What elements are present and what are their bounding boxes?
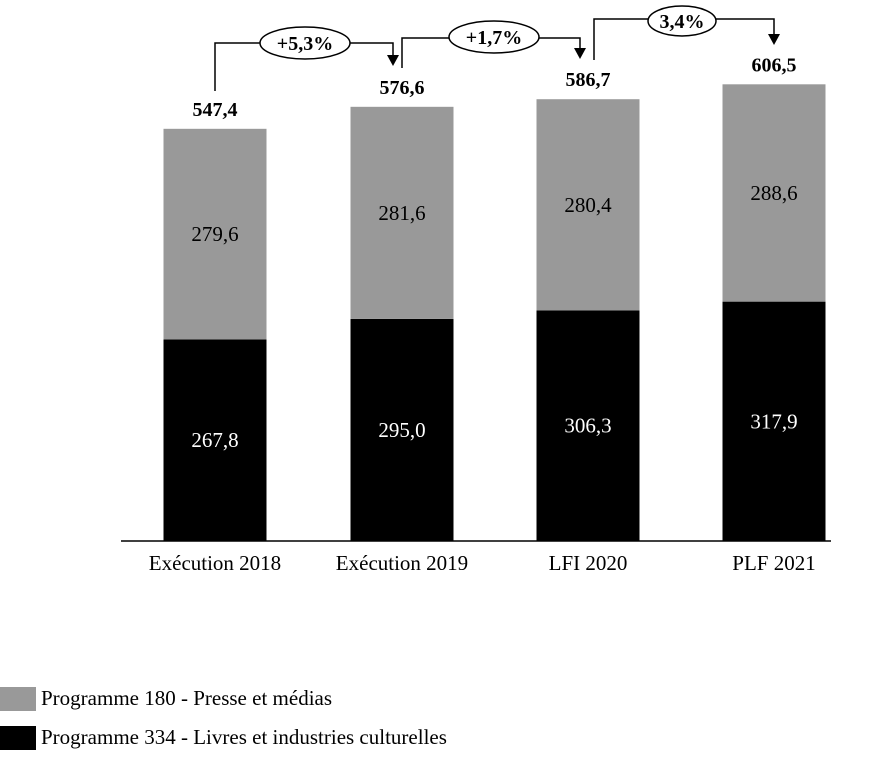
data-label-p334-1: 295,0 <box>378 418 425 442</box>
data-label-p180-0: 279,6 <box>191 222 238 246</box>
x-tick-label-0: Exécution 2018 <box>149 551 281 575</box>
bar-segment-p334-2 <box>536 310 640 541</box>
bar-segment-p180-3 <box>722 84 826 302</box>
legend-label-presse: Programme 180 - Presse et médias <box>41 686 333 710</box>
data-label-p334-3: 317,9 <box>750 409 797 433</box>
data-label-p180-2: 280,4 <box>564 193 612 217</box>
x-tick-label-2: LFI 2020 <box>549 551 628 575</box>
legend-swatch-presse <box>0 686 36 711</box>
bar-segment-p180-2 <box>536 99 640 311</box>
change-arrow-2 <box>768 34 780 45</box>
change-arrow-0 <box>387 55 399 66</box>
total-label-1: 576,6 <box>380 77 425 99</box>
data-label-p334-2: 306,3 <box>564 414 611 438</box>
bar-segment-p334-0 <box>163 339 267 541</box>
legend-swatch-livres <box>0 725 36 750</box>
x-tick-label-3: PLF 2021 <box>732 551 815 575</box>
total-label-0: 547,4 <box>193 99 238 121</box>
legend-label-livres: Programme 334 - Livres et industries cul… <box>41 725 447 749</box>
legend-item-livres: Programme 334 - Livres et industries cul… <box>0 725 447 750</box>
change-arrow-1 <box>574 48 586 59</box>
change-bubble-1 <box>448 20 540 54</box>
bar-segment-p180-1 <box>350 106 454 319</box>
change-bubble-2 <box>647 5 717 37</box>
x-tick-label-1: Exécution 2019 <box>336 551 468 575</box>
bar-segment-p180-0 <box>163 128 267 340</box>
change-bubble-0 <box>259 26 351 60</box>
bar-segment-p334-3 <box>722 301 826 541</box>
change-label-0: +5,3% <box>277 33 333 55</box>
total-label-2: 586,7 <box>566 69 611 91</box>
bar-segment-p334-1 <box>350 318 454 541</box>
data-label-p180-1: 281,6 <box>378 201 425 225</box>
change-label-1: +1,7% <box>466 27 522 49</box>
change-label-2: 3,4% <box>660 11 705 33</box>
data-label-p180-3: 288,6 <box>750 181 797 205</box>
data-label-p334-0: 267,8 <box>191 428 238 452</box>
legend-item-presse: Programme 180 - Presse et médias <box>0 686 332 711</box>
total-label-3: 606,5 <box>752 54 797 76</box>
